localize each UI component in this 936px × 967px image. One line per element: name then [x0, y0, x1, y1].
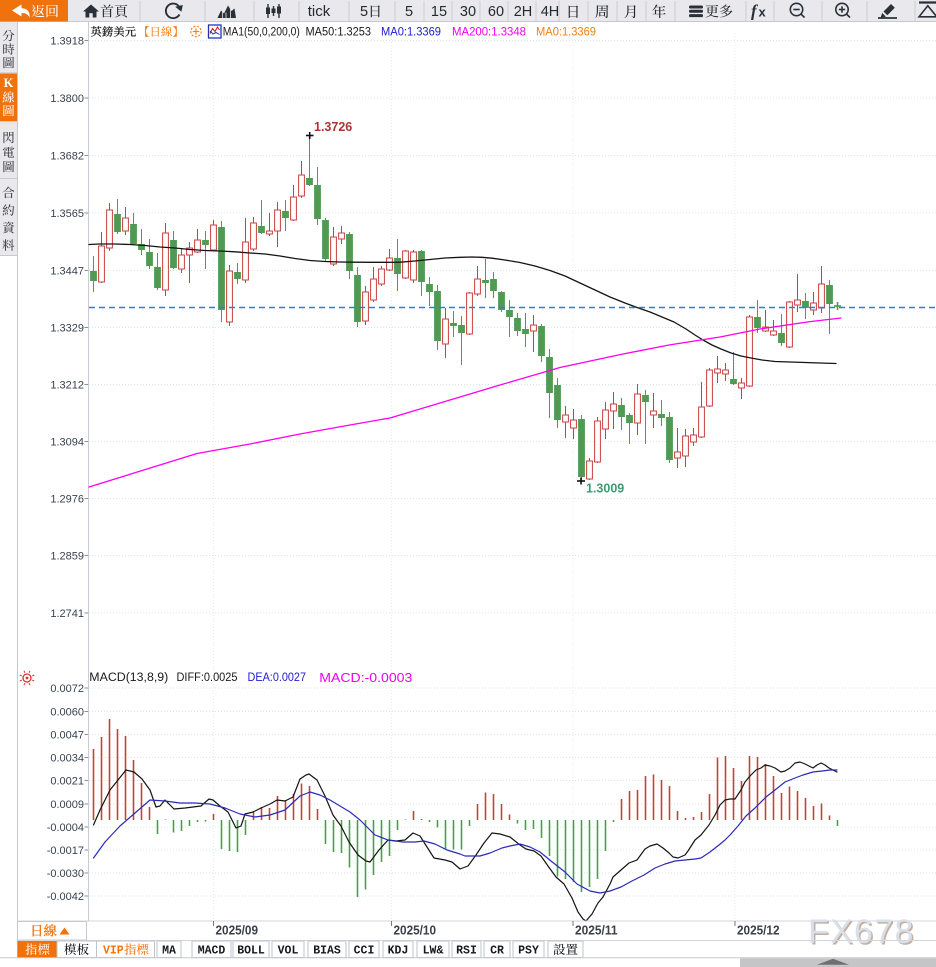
svg-text:MA0:1.3369: MA0:1.3369: [536, 27, 596, 39]
svg-text:VIP: VIP: [103, 945, 124, 958]
svg-text:LW&: LW&: [423, 945, 444, 958]
svg-text:1.2976: 1.2976: [50, 493, 84, 505]
svg-text:1.3009: 1.3009: [586, 482, 624, 496]
svg-text:MA50:1.3253: MA50:1.3253: [306, 27, 372, 39]
svg-text:MA200:1.3348: MA200:1.3348: [452, 27, 526, 39]
svg-text:0.0034: 0.0034: [50, 752, 84, 764]
svg-text:1.3329: 1.3329: [50, 322, 84, 334]
svg-text:0.0021: 0.0021: [50, 775, 84, 787]
svg-text:DEA:0.0027: DEA:0.0027: [248, 672, 307, 684]
svg-text:-0.0030: -0.0030: [47, 868, 84, 880]
svg-text:CCI: CCI: [354, 945, 375, 958]
svg-text:5: 5: [360, 4, 368, 20]
svg-text:15: 15: [431, 4, 447, 20]
svg-text:30: 30: [460, 4, 476, 20]
svg-text:1.3447: 1.3447: [50, 265, 84, 277]
svg-text:RSI: RSI: [456, 945, 477, 958]
svg-text:f: f: [751, 2, 759, 21]
svg-text:KDJ: KDJ: [388, 945, 409, 958]
svg-text:0.0060: 0.0060: [50, 706, 84, 718]
svg-text:60: 60: [488, 4, 504, 20]
svg-text:5: 5: [405, 4, 413, 20]
svg-text:0.0009: 0.0009: [50, 799, 84, 811]
svg-text:2025/09: 2025/09: [216, 924, 259, 938]
svg-text:DIFF:0.0025: DIFF:0.0025: [177, 672, 238, 684]
svg-text:PSY: PSY: [518, 945, 539, 958]
svg-text:1.3565: 1.3565: [50, 208, 84, 220]
svg-text:MA: MA: [162, 945, 176, 958]
svg-text:MACD:-0.0003: MACD:-0.0003: [319, 670, 412, 685]
svg-text:MACD(13,8,9): MACD(13,8,9): [89, 672, 168, 684]
svg-text:1.3094: 1.3094: [50, 436, 84, 448]
svg-text:K: K: [4, 76, 14, 90]
svg-text:1.3682: 1.3682: [50, 150, 84, 162]
svg-text:BIAS: BIAS: [313, 945, 341, 958]
svg-text:1.2859: 1.2859: [50, 550, 84, 562]
svg-text:FX678: FX678: [810, 915, 917, 953]
svg-text:2025/12: 2025/12: [737, 924, 780, 938]
svg-text:1.3726: 1.3726: [314, 120, 352, 134]
svg-text:2H: 2H: [514, 4, 533, 20]
svg-text:FX678: FX678: [808, 913, 915, 951]
svg-text:-0.0042: -0.0042: [47, 891, 84, 903]
svg-text:tick: tick: [308, 3, 331, 20]
svg-text:-0.0004: -0.0004: [47, 822, 84, 834]
svg-text:VOL: VOL: [278, 945, 299, 958]
svg-text:1.2741: 1.2741: [50, 608, 84, 620]
svg-text:1.3212: 1.3212: [50, 379, 84, 391]
svg-text:MACD: MACD: [198, 945, 226, 958]
svg-text:-0.0017: -0.0017: [47, 845, 84, 857]
svg-text:2025/11: 2025/11: [575, 924, 618, 938]
svg-text:CR: CR: [490, 945, 504, 958]
svg-text:0.0072: 0.0072: [50, 683, 84, 695]
svg-text:0.0047: 0.0047: [50, 729, 84, 741]
svg-text:x: x: [759, 5, 767, 20]
svg-text:BOLL: BOLL: [237, 945, 265, 958]
svg-text:MA0:1.3369: MA0:1.3369: [381, 27, 441, 39]
svg-text:4H: 4H: [541, 4, 560, 20]
svg-text:1.3800: 1.3800: [50, 93, 84, 105]
svg-text:MA1(50,0,200,0): MA1(50,0,200,0): [223, 27, 300, 39]
svg-text:2025/10: 2025/10: [394, 924, 437, 938]
svg-text:1.3918: 1.3918: [50, 35, 84, 47]
